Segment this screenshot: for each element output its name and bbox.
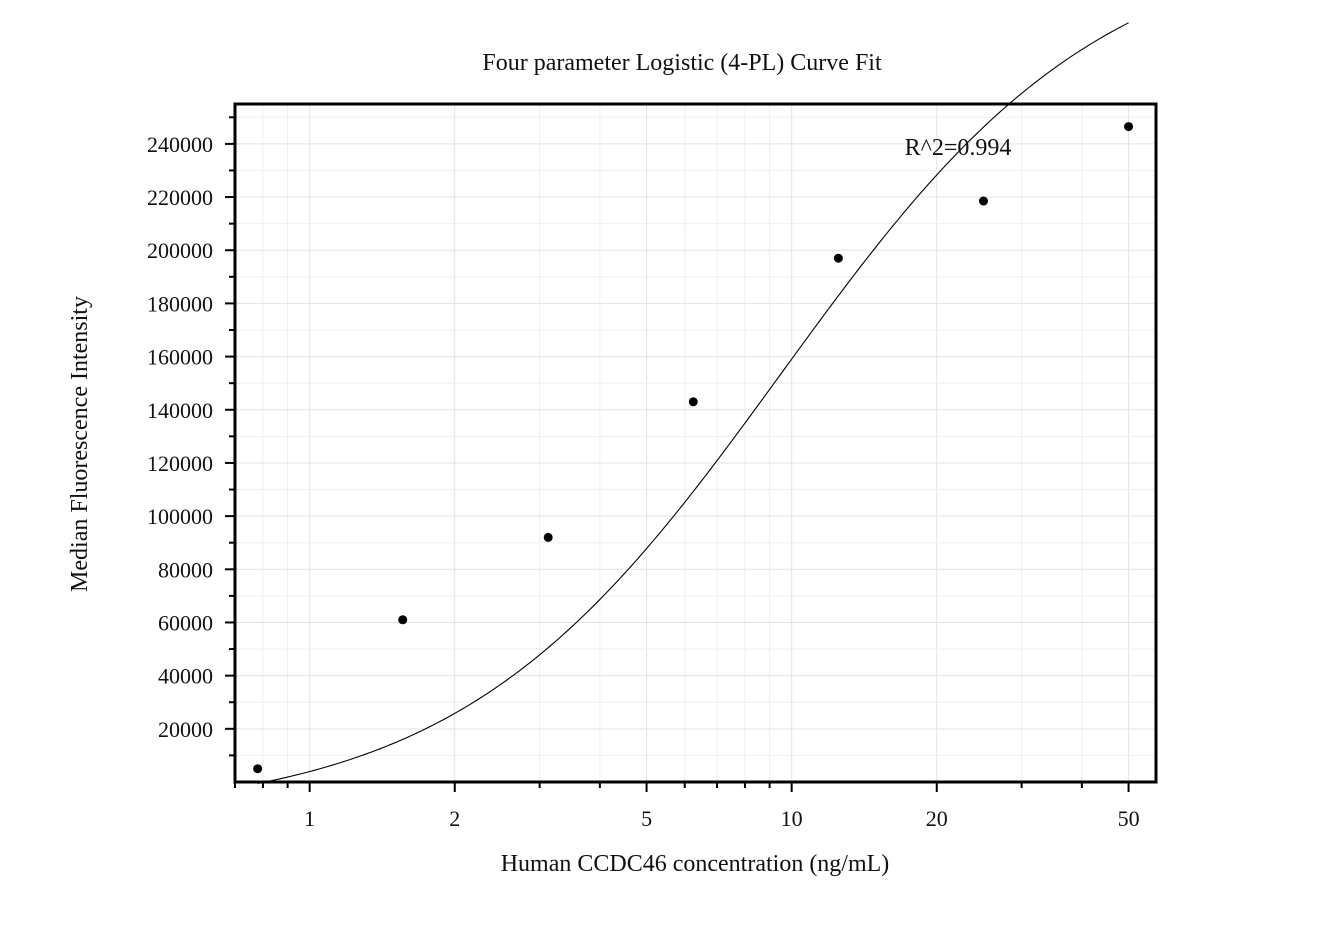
plot-frame [233,102,1158,784]
y-tick-label: 20000 [158,717,213,742]
chart-title: Four parameter Logistic (4-PL) Curve Fit [482,50,882,76]
data-point [1124,122,1134,132]
data-point [398,615,408,625]
data-points [253,122,1134,774]
x-tick-label: 2 [449,806,460,831]
x-tick-label: 1 [304,806,315,831]
data-point [253,764,263,774]
y-tick-label: 140000 [147,398,213,423]
y-tick-label: 120000 [147,451,213,476]
fit-curve-layer [257,22,1129,785]
data-point [688,397,698,407]
data-point [543,532,553,542]
y-tick-label: 80000 [158,557,213,582]
y-tick-label: 160000 [147,345,213,370]
y-tick-label: 100000 [147,504,213,529]
x-tick-label: 10 [781,806,803,831]
r-squared-annotation: R^2=0.994 [905,135,1012,161]
data-point [978,196,988,206]
y-axis-label: Median Fluorescence Intensity [67,296,93,592]
x-tick-label: 20 [926,806,948,831]
x-tick-label: 50 [1118,806,1140,831]
data-point [833,253,843,263]
x-tick-label: 5 [641,806,652,831]
y-tick-label: 240000 [147,132,213,157]
grid [234,104,1156,782]
axis-ticks: 1 2 5 10 20 50 20000 40000 60000 80000 100000 12000… [147,116,1140,831]
y-tick-label: 60000 [158,610,213,635]
y-tick-label: 200000 [147,238,213,263]
fit-curve [257,22,1129,785]
y-tick-label: 180000 [147,291,213,316]
x-axis-label: Human CCDC46 concentration (ng/mL) [501,851,890,877]
y-tick-label: 40000 [158,664,213,689]
y-tick-label: 220000 [147,185,213,210]
